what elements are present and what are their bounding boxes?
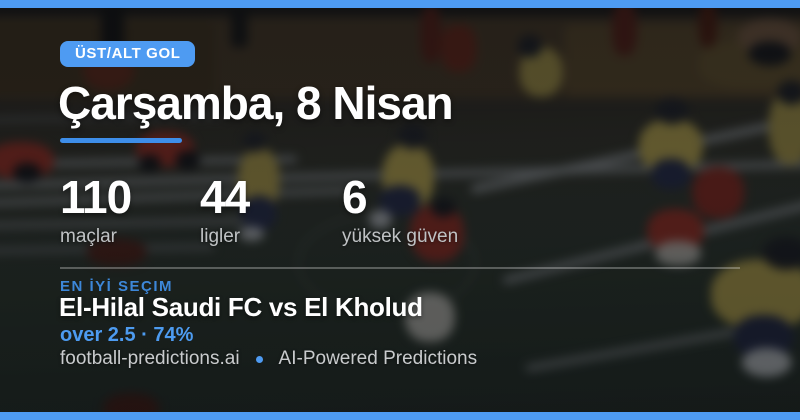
stat-leagues-label: ligler bbox=[200, 226, 241, 247]
stat-leagues: 44 ligler bbox=[200, 174, 342, 248]
footer: football-predictions.ai AI-Powered Predi… bbox=[60, 348, 477, 370]
bullet-icon bbox=[255, 355, 263, 363]
stat-high-confidence-label: yüksek güven bbox=[342, 226, 459, 247]
market-badge: ÜST/ALT GOL bbox=[60, 41, 196, 67]
stat-matches-value: 110 bbox=[60, 171, 132, 223]
stat-matches-label: maçlar bbox=[60, 226, 118, 247]
stat-high-confidence: 6 yüksek güven bbox=[342, 174, 458, 248]
tagline: AI-Powered Predictions bbox=[278, 348, 478, 369]
stats-row: 110 maçlar 44 ligler 6 yüksek güven bbox=[60, 174, 458, 248]
best-pick-eyebrow: EN İYİ SEÇIM bbox=[60, 278, 174, 295]
stat-matches: 110 maçlar bbox=[60, 174, 200, 248]
date-title: Çarşamba, 8 Nisan bbox=[58, 77, 454, 129]
site-name: football-predictions.ai bbox=[60, 348, 240, 369]
match-title: El-Hilal Saudi FC vs El Kholud bbox=[59, 292, 423, 322]
title-underline bbox=[60, 138, 182, 143]
section-divider bbox=[60, 267, 740, 269]
pick-value: over 2.5 · 74% bbox=[60, 324, 194, 346]
top-accent-bar bbox=[0, 0, 800, 8]
bottom-accent-bar bbox=[0, 412, 800, 420]
stat-leagues-value: 44 bbox=[200, 171, 250, 223]
stat-high-confidence-value: 6 bbox=[342, 171, 368, 223]
